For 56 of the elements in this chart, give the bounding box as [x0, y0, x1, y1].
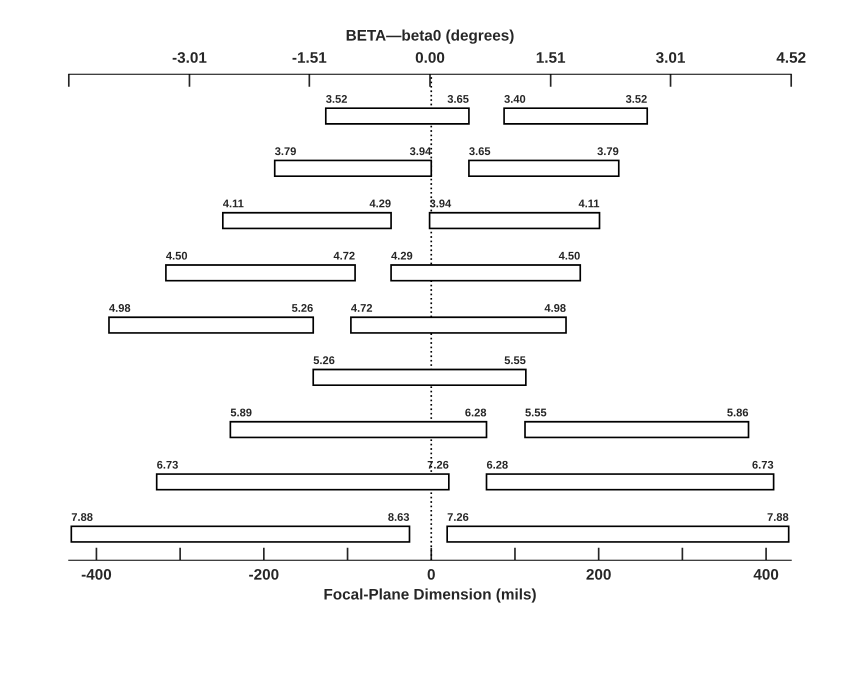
annotation: 7.26: [448, 513, 468, 521]
annotation: 4.98: [544, 304, 566, 312]
bar: [524, 420, 750, 438]
annotation: 4.50: [166, 252, 188, 260]
annotation: 6.73: [752, 460, 774, 469]
annotation: 7.88: [768, 513, 788, 521]
annotation: 5.89: [230, 408, 252, 416]
annotation: 3.94: [410, 147, 432, 156]
bar: [486, 473, 774, 491]
annotation: 3.65: [448, 95, 469, 103]
annotation: 4.11: [222, 200, 244, 208]
annotation: 3.94: [430, 200, 452, 208]
bar: [70, 525, 410, 543]
bar: [108, 316, 314, 334]
annotation: 3.52: [626, 95, 647, 103]
annotation: 7.26: [428, 460, 448, 469]
x2-tick-label: -1.51: [292, 52, 326, 63]
annotation: 7.88: [72, 513, 93, 521]
x2-tick-label: 3.01: [656, 52, 685, 63]
annotation: 3.40: [504, 95, 526, 103]
annotation: 3.52: [326, 95, 347, 103]
bar: [222, 212, 392, 230]
annotation: 4.29: [370, 200, 391, 208]
x-tick-label: 200: [586, 568, 611, 580]
x-tick-label: -400: [82, 568, 112, 580]
bar: [446, 525, 790, 543]
annotation: 6.73: [157, 460, 178, 469]
annotation: 3.79: [274, 147, 296, 156]
annotation: 5.26: [314, 356, 334, 364]
annotation: 4.11: [578, 200, 600, 208]
annotation: 5.26: [292, 304, 313, 312]
bar: [503, 107, 648, 125]
annotation: 5.55: [504, 356, 526, 364]
x2-tick-label: 1.51: [536, 52, 566, 63]
annotation: 4.72: [334, 252, 355, 260]
annotation: 3.79: [597, 147, 618, 156]
annotation: 4.98: [109, 304, 130, 312]
annotation: 6.28: [486, 460, 508, 469]
annotation: 6.28: [465, 408, 486, 416]
bar: [468, 160, 620, 177]
annotation: 4.29: [391, 252, 412, 260]
x-tick-label: 0: [428, 568, 435, 580]
annotation: 4.50: [558, 252, 580, 260]
x-tick-label: 400: [754, 568, 778, 580]
x-axis-title: Focal-Plane Dimension (mils): [324, 588, 536, 603]
annotation: 4.72: [351, 304, 372, 312]
x2-axis-title: BETA—beta0 (degrees): [346, 29, 514, 44]
annotation: 5.55: [525, 408, 546, 416]
x2-tick-label: 4.52: [776, 52, 806, 63]
annotation: 8.63: [388, 513, 410, 521]
annotation: 5.86: [727, 408, 748, 416]
x-tick-label: -200: [249, 568, 279, 580]
x2-tick-label: 0.00: [416, 52, 444, 63]
annotation: 3.65: [469, 147, 490, 156]
bar: [165, 264, 356, 282]
x2-tick-label: -3.01: [172, 52, 206, 63]
